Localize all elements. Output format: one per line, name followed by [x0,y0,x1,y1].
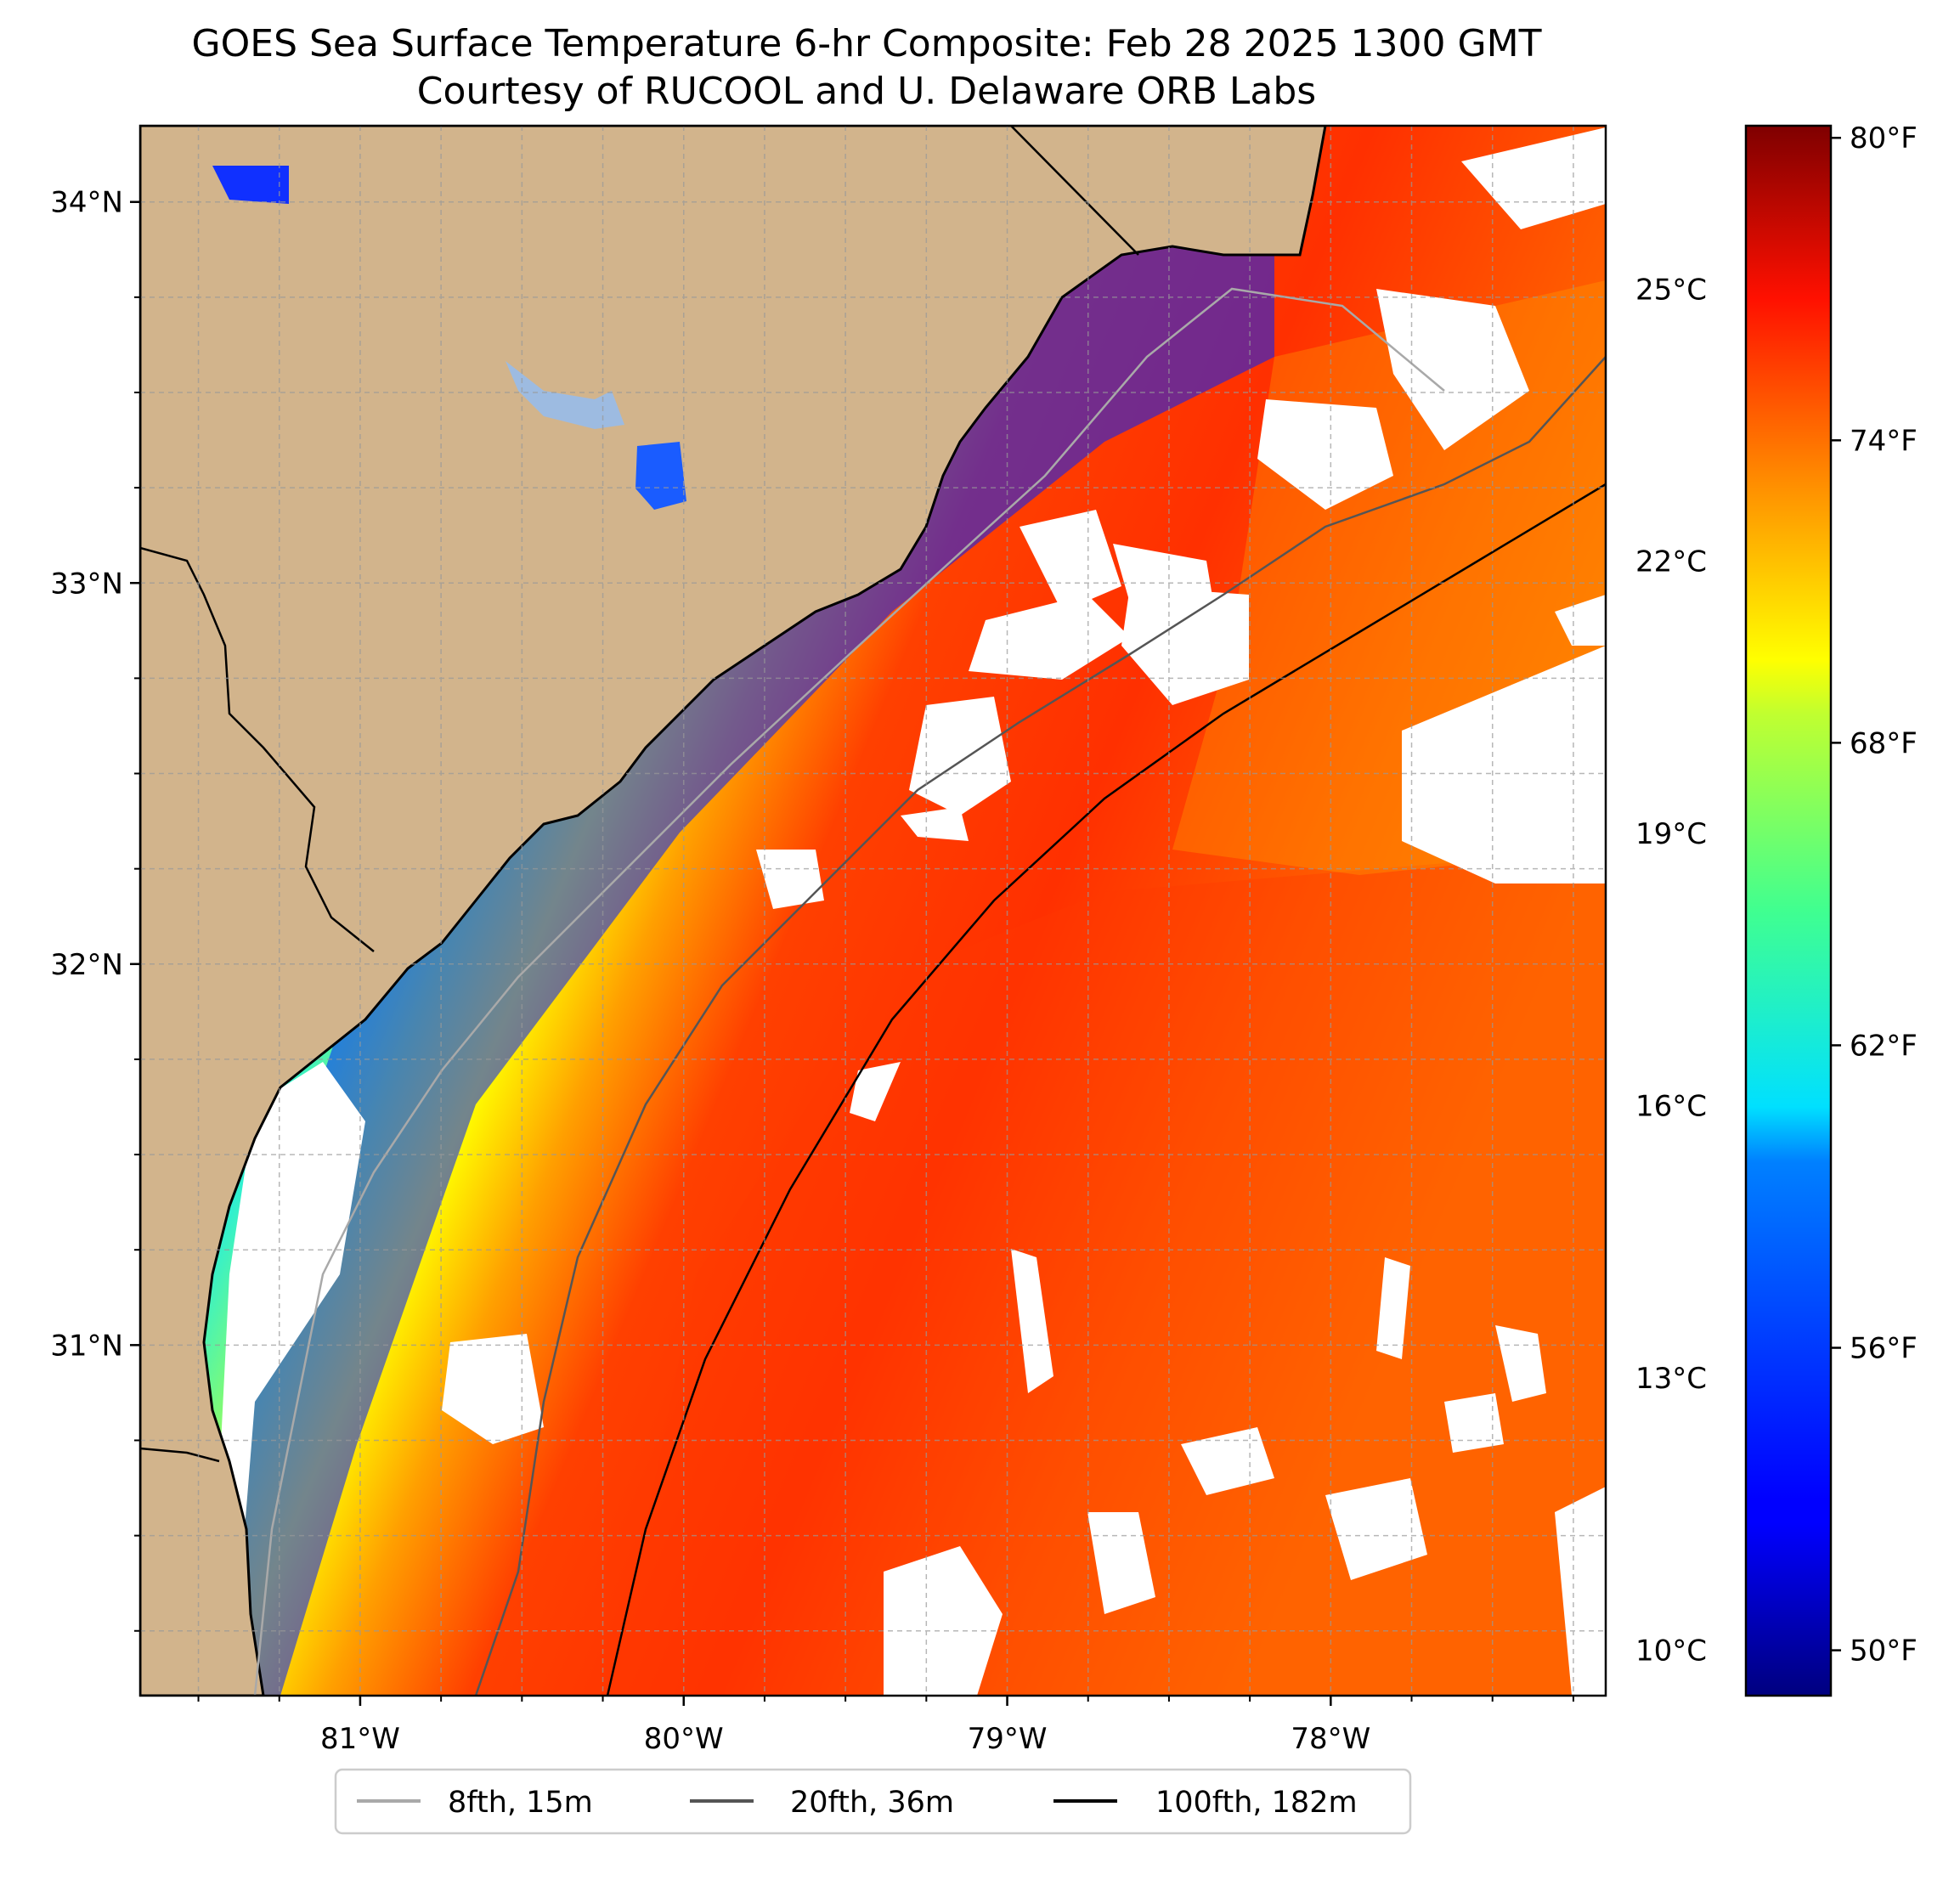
map-panel [140,126,1606,1696]
celsius-tick-label: 16°C [1635,1090,1707,1124]
isobath-20fth [474,356,1606,1696]
fahrenheit-tick-label: 56°F [1850,1332,1918,1366]
x-axis-ticks: 81°W 80°W 79°W 78°W [197,1696,1574,1756]
y-tick-label: 33°N [50,567,123,601]
legend-label-8fth: 8fth, 15m [448,1786,593,1820]
celsius-tick-label: 22°C [1635,545,1707,579]
map-frame [138,124,1607,1697]
colorbar-fahrenheit-ticks: 50°F 56°F 62°F 68°F 74°F 80°F [1831,121,1918,1668]
fahrenheit-tick-label: 74°F [1850,424,1918,458]
colorbar-celsius-ticks: 10°C 13°C 16°C 19°C 22°C 25°C [1635,273,1707,1668]
state-boundary-sc-ga [140,546,375,952]
y-tick-label: 34°N [50,186,123,220]
fahrenheit-tick-label: 62°F [1850,1029,1918,1063]
legend-label-100fth: 100fth, 182m [1155,1786,1358,1820]
isobath-legend: 8fth, 15m 20fth, 36m 100fth, 182m [334,1768,1412,1835]
colorbar [1744,124,1833,1697]
lake-marion [506,361,624,429]
celsius-tick-label: 25°C [1635,273,1707,307]
lake-moultrie [635,442,686,510]
isobath-8fth [253,287,1445,1696]
no-data-gaps [195,127,1606,1696]
state-boundary-ga-fl [140,1447,220,1463]
y-axis-ticks: 34°N 33°N 32°N 31°N [50,186,140,1632]
celsius-tick-label: 13°C [1635,1362,1707,1396]
x-tick-label: 78°W [1291,1722,1370,1756]
y-tick-label: 32°N [50,948,123,982]
x-tick-label: 79°W [968,1722,1048,1756]
x-tick-label: 80°W [644,1722,724,1756]
gulf-stream-core [612,850,1606,1696]
chart-subtitle: Courtesy of RUCOOL and U. Delaware ORB L… [417,70,1316,113]
celsius-tick-label: 19°C [1635,817,1707,851]
legend-label-20fth: 20fth, 36m [790,1786,954,1820]
y-tick-label: 31°N [50,1329,123,1363]
state-boundary-nc-sc [1010,126,1139,256]
map-gridlines [140,126,1606,1696]
fahrenheit-tick-label: 50°F [1850,1634,1918,1668]
land-mass [140,126,1327,1696]
legend-box [334,1768,1412,1835]
isobath-100fth [606,483,1606,1696]
fahrenheit-tick-label: 68°F [1850,726,1918,760]
fahrenheit-tick-label: 80°F [1850,121,1918,155]
inland-water-north [212,166,289,204]
x-tick-label: 81°W [320,1722,400,1756]
celsius-tick-label: 10°C [1635,1634,1707,1668]
chart-title: GOES Sea Surface Temperature 6-hr Compos… [192,22,1542,65]
